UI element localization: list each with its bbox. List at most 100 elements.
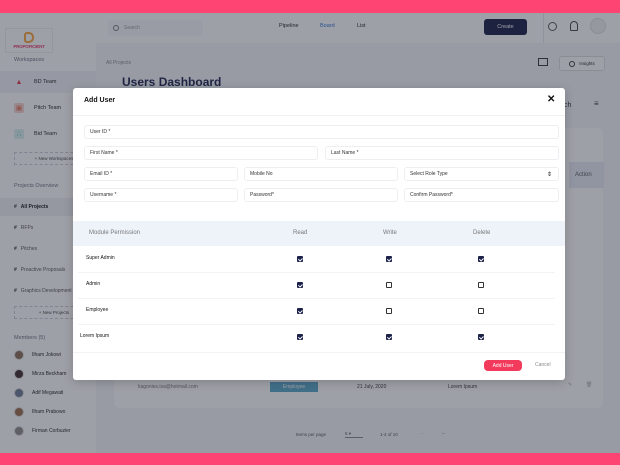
items-per-page-label: Items per page	[296, 432, 327, 437]
project-label: RFPs	[20, 225, 34, 231]
workspace-pitch-team[interactable]: ▣ Pitch Team	[0, 97, 96, 119]
bell-icon[interactable]	[570, 21, 578, 31]
workspace-bd-team[interactable]: ▲ BD Team	[0, 71, 96, 93]
edit-icon[interactable]: ✎	[568, 382, 573, 388]
row-label: Super Admin	[86, 255, 115, 261]
last-name-field[interactable]: Last Name *	[325, 146, 559, 160]
add-user-button[interactable]: Add User	[484, 360, 522, 371]
divider	[78, 298, 555, 299]
close-icon[interactable]: ✕	[547, 94, 556, 105]
delete-checkbox[interactable]	[478, 282, 484, 288]
avatar	[14, 426, 24, 436]
bottom-accent-band	[0, 453, 620, 465]
mobile-field[interactable]: Mobile No	[244, 167, 398, 181]
create-button[interactable]: Create	[484, 19, 527, 35]
user-id-field[interactable]: User ID *	[84, 125, 559, 139]
search-dropdown-partial[interactable]: ch	[564, 102, 572, 109]
project-graphics-development[interactable]: # Graphics Development	[0, 282, 96, 300]
topbar: Search Pipeline Board List Create	[96, 13, 620, 43]
first-name-field[interactable]: First Name *	[84, 146, 318, 160]
insights-button[interactable]: Insights	[559, 56, 605, 71]
permission-row: Employee	[73, 298, 565, 324]
read-checkbox[interactable]	[297, 256, 303, 262]
permissions-header: Module Permission Read Write Delete	[73, 221, 565, 246]
project-all-projects[interactable]: # All Projects	[0, 198, 96, 216]
items-per-page-value: 5	[345, 431, 348, 436]
projects-overview-label: Projects Overview	[14, 183, 59, 189]
header-write: Write	[383, 230, 397, 236]
filter-icon[interactable]: ≡	[594, 99, 599, 108]
write-checkbox[interactable]	[386, 282, 392, 288]
role-type-select[interactable]: Select Role Type ⇕	[404, 167, 559, 181]
cancel-button[interactable]: Cancel	[535, 362, 551, 368]
search-icon	[113, 25, 119, 31]
read-checkbox[interactable]	[297, 334, 303, 340]
tab-board[interactable]: Board	[320, 23, 335, 29]
hash-icon: #	[14, 288, 17, 294]
avatar	[14, 407, 24, 417]
confirm-password-field[interactable]: Confirm Password*	[404, 188, 559, 202]
user-avatar[interactable]	[590, 18, 606, 34]
member-item[interactable]: Mirza Beckham	[14, 369, 66, 379]
write-checkbox[interactable]	[386, 256, 392, 262]
row-date: 21 July, 2020	[357, 384, 387, 390]
prev-page-icon[interactable]: ←	[420, 430, 425, 435]
delete-checkbox[interactable]	[478, 256, 484, 262]
member-name: Adif Megawati	[32, 390, 64, 396]
permission-row: Super Admin	[73, 246, 565, 272]
email-field[interactable]: Email ID *	[84, 167, 238, 181]
member-item[interactable]: Adif Megawati	[14, 388, 63, 398]
tab-list[interactable]: List	[357, 23, 366, 29]
tab-pipeline[interactable]: Pipeline	[279, 23, 299, 29]
avatar	[14, 388, 24, 398]
role-badge: Employee	[270, 382, 318, 392]
member-item[interactable]: Ilham Jokowi	[14, 350, 61, 360]
hash-icon: #	[14, 204, 17, 210]
header-delete: Delete	[473, 230, 491, 236]
row-email: kagonies.isa@hotmail.com	[138, 384, 198, 390]
read-checkbox[interactable]	[297, 308, 303, 314]
breadcrumb[interactable]: All Projects	[106, 60, 132, 66]
search-input[interactable]: Search	[108, 20, 203, 36]
read-checkbox[interactable]	[297, 282, 303, 288]
delete-checkbox[interactable]	[478, 334, 484, 340]
gear-icon[interactable]	[548, 22, 557, 31]
workspace-label: BD Team	[34, 79, 57, 85]
project-proactive-proposals[interactable]: # Proactive Proposals	[0, 261, 96, 279]
nodes-icon: ∴	[14, 129, 24, 139]
items-per-page-select[interactable]: 5 ▾	[345, 431, 363, 438]
username-field[interactable]: Username *	[84, 188, 238, 202]
brand-logo[interactable]: PROPOFICIENT	[5, 28, 53, 53]
header-module-permission: Module Permission	[89, 230, 141, 236]
hash-icon: #	[14, 267, 17, 273]
row-label: Employee	[86, 307, 109, 313]
project-rfps[interactable]: # RFPs	[0, 219, 96, 237]
write-checkbox[interactable]	[386, 334, 392, 340]
next-page-icon[interactable]: →	[441, 430, 446, 435]
row-label: Lorem Ipsum	[80, 333, 110, 339]
workspace-bid-team[interactable]: ∴ Bid Team	[0, 123, 96, 145]
select-arrows-icon: ⇕	[546, 172, 552, 178]
pagination-range: 1-4 of 10	[380, 432, 398, 437]
project-pitches[interactable]: # Pitches	[0, 240, 96, 258]
write-checkbox[interactable]	[386, 308, 392, 314]
member-name: Ilham Prabowo	[32, 409, 66, 415]
member-name: Firman Corbuzier	[32, 428, 71, 434]
add-user-modal: Add User ✕ User ID * First Name * Last N…	[73, 88, 565, 380]
action-column-header: Action	[569, 162, 604, 188]
modal-title: Add User	[84, 97, 116, 104]
presentation-icon[interactable]	[538, 58, 548, 66]
member-item[interactable]: Ilham Prabowo	[14, 407, 65, 417]
member-item[interactable]: Firman Corbuzier	[14, 426, 71, 436]
trash-icon[interactable]: 🗑	[586, 382, 593, 388]
permission-row: Admin	[73, 272, 565, 298]
logo-text: PROPOFICIENT	[13, 44, 45, 49]
password-field[interactable]: Password*	[244, 188, 398, 202]
role-select-value: Select Role Type	[410, 171, 448, 177]
header-read: Read	[293, 230, 308, 236]
row-note: Lorem Ipsum	[448, 384, 478, 390]
row-label: Admin	[86, 281, 101, 287]
workspace-label: Bid Team	[34, 131, 57, 137]
delete-checkbox[interactable]	[478, 308, 484, 314]
